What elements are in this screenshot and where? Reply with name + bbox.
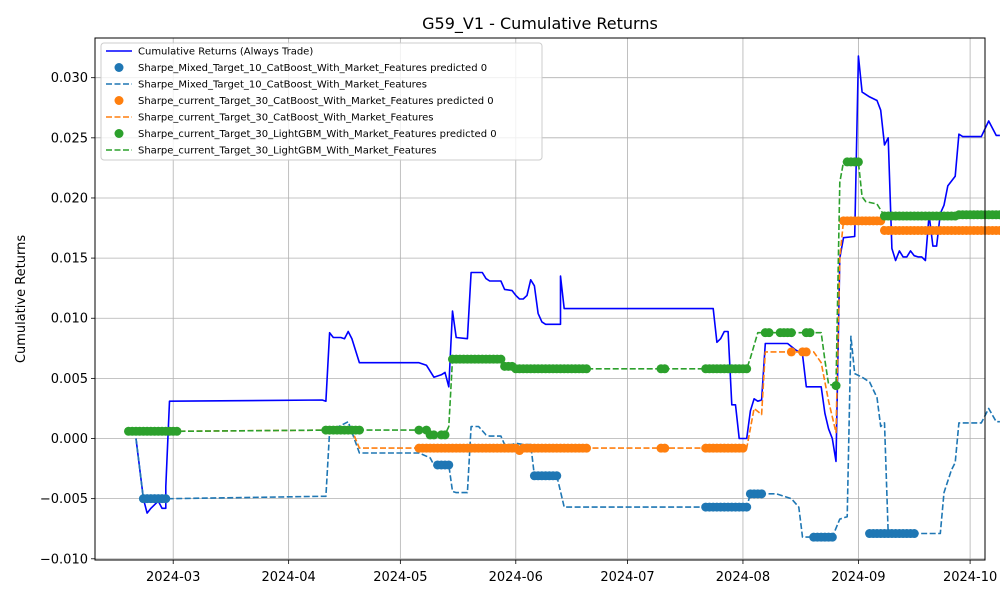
y-tick-label: 0.010 [51,312,88,327]
legend-box [100,42,543,161]
data-point [444,460,454,470]
x-tick-label: 2024-03 [146,570,200,585]
y-tick-label: −0.010 [40,552,88,567]
legend-label: Cumulative Returns (Always Trade) [138,47,313,58]
x-tick-label: 2024-06 [489,570,543,585]
y-tick-label: −0.005 [40,492,88,507]
legend-label: Sharpe_Mixed_Target_10_CatBoost_With_Mar… [138,80,427,91]
x-tick-label: 2024-04 [261,570,315,585]
data-point [582,364,592,374]
series-line-6 [128,161,1000,436]
data-point [995,225,1000,235]
legend: Cumulative Returns (Always Trade) Sharpe_… [100,42,543,161]
legend-label: Sharpe_current_Target_30_LightGBM_With_M… [138,129,497,140]
legend-label: Sharpe_current_Target_30_CatBoost_With_M… [138,96,494,107]
legend-label: Sharpe_current_Target_30_CatBoost_With_M… [138,113,434,124]
y-tick-label: 0.000 [51,432,88,447]
data-point [161,494,171,504]
legend-label: Sharpe_Mixed_Target_10_CatBoost_With_Mar… [138,63,487,74]
chart-title: G59_V1 - Cumulative Returns [422,14,658,34]
data-point [742,364,752,374]
x-tick-label: 2024-10 [943,570,997,585]
series-line-2 [135,335,1000,538]
x-tick-label: 2024-08 [716,570,770,585]
data-point [995,210,1000,220]
legend-label: Sharpe_current_Target_30_LightGBM_With_M… [138,146,436,157]
y-tick-label: 0.030 [51,71,88,86]
axes-frame [94,37,986,561]
y-tick-label: 0.005 [51,372,88,387]
x-tick-label: 2024-09 [831,570,885,585]
series-markers-5 [124,157,1000,440]
x-tick-label: 2024-05 [373,570,427,585]
data-point [853,157,863,167]
y-tick-label: 0.015 [51,252,88,267]
plot-area [124,55,1000,542]
y-axis-title: Cumulative Returns [14,235,29,363]
data-point [552,471,562,481]
legend-swatch [114,129,124,138]
x-axis: 2024-03 2024-04 2024-05 2024-06 2024-07 2024-… [146,560,997,585]
legend-swatch [114,96,124,105]
legend-swatch [114,63,124,72]
y-axis: −0.010 −0.005 0.000 0.005 0.010 0.015 0.020 0.0… [40,71,95,567]
series-line-0 [135,55,1000,514]
x-tick-label: 2024-07 [600,570,654,585]
y-tick-label: 0.020 [51,191,88,206]
y-tick-label: 0.025 [51,131,88,146]
